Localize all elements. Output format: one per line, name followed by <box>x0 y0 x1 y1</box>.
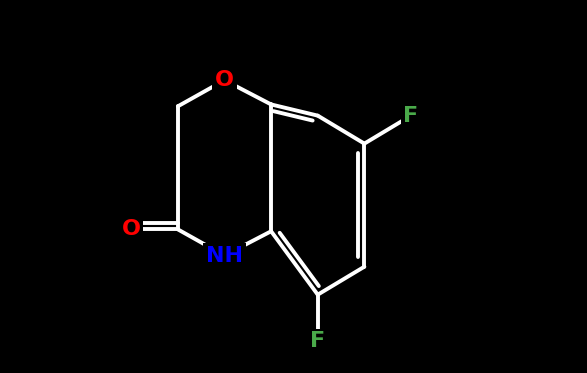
Text: O: O <box>215 70 234 90</box>
Text: O: O <box>122 219 141 239</box>
Text: NH: NH <box>206 245 243 266</box>
Text: F: F <box>310 331 325 351</box>
Text: F: F <box>403 106 419 126</box>
